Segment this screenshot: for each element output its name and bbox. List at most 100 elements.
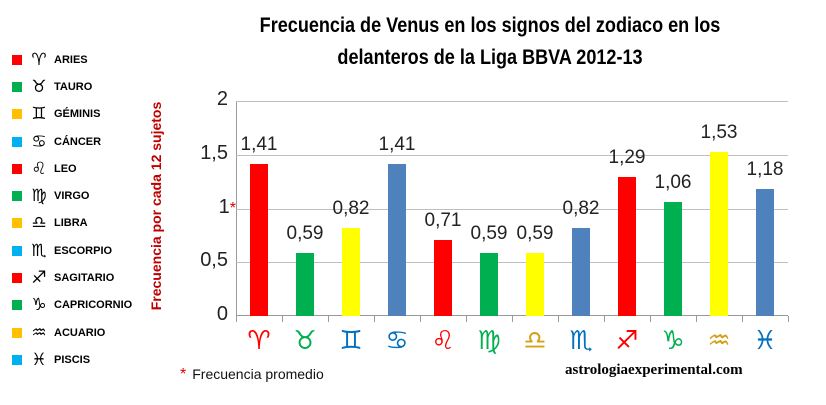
value-label: 0,82: [332, 197, 370, 219]
x-tick: [650, 316, 651, 322]
gridline: [236, 101, 788, 102]
x-tick: [558, 316, 559, 322]
zodiac-sagitario-icon: ♐: [31, 268, 47, 289]
zodiac-acuario-icon: ♒: [31, 322, 47, 343]
chart-title: Frecuencia de Venus en los signos del zo…: [232, 10, 748, 74]
sign-escorpio-icon: ♏: [569, 326, 593, 356]
plot-area: 1,41 0,59 0,82 1,41 0,71 0,59 0,59 0,82 1,29 1,06…: [236, 101, 789, 322]
legend-item: ♏ ESCORPIO: [12, 237, 132, 264]
legend-swatch: [12, 300, 22, 311]
zodiac-tauro-icon: ♉: [31, 76, 47, 97]
gridline: [236, 208, 788, 210]
legend-item: ♑ CAPRICORNIO: [12, 292, 132, 319]
legend-swatch: [12, 273, 22, 284]
legend-swatch: [12, 245, 22, 256]
legend-swatch: [12, 109, 22, 120]
y-tick-label: 0,5: [200, 249, 228, 272]
sign-aries-icon: ♈: [247, 326, 271, 356]
legend-label: LIBRA: [54, 217, 88, 230]
bar-piscis: [756, 189, 774, 316]
sign-tauro-icon: ♉: [293, 326, 317, 356]
x-tick: [696, 316, 697, 322]
legend-label: ACUARIO: [54, 326, 106, 339]
footnote-text: Frecuencia promedio: [192, 366, 324, 382]
legend-swatch: [12, 81, 22, 92]
zodiac-virgo-icon: ♍: [31, 186, 47, 207]
x-tick: [374, 316, 375, 322]
bar-aries: [250, 164, 268, 316]
legend-item: ♎ LIBRA: [12, 210, 132, 237]
value-label: 1,06: [654, 172, 692, 194]
footnote: * Frecuencia promedio: [180, 366, 324, 384]
legend-item: ♉ TAURO: [12, 73, 132, 100]
value-label: 0,59: [470, 222, 508, 244]
legend-label: CAPRICORNIO: [54, 299, 133, 312]
legend-swatch: [12, 218, 22, 229]
legend-swatch: [12, 136, 22, 147]
legend-item: ♊ GÉMINIS: [12, 101, 132, 128]
zodiac-leo-icon: ♌: [31, 158, 47, 179]
y-tick-label: 2: [216, 88, 228, 110]
zodiac-piscis-icon: ♓: [31, 349, 47, 370]
footnote-star: *: [180, 366, 187, 383]
y-axis-label: Frecuencia por cada 12 sujetos: [148, 101, 164, 311]
value-label: 1,18: [746, 159, 784, 181]
legend-label: VIRGO: [54, 190, 90, 203]
legend: ♈ ARIES ♉ TAURO ♊ GÉMINIS ♋ CÁNCER ♌ LEO ♍ VIRGO ♎ LI…: [12, 46, 132, 374]
zodiac-capricornio-icon: ♑: [31, 295, 47, 316]
x-tick: [604, 316, 605, 322]
sign-leo-icon: ♌: [431, 326, 455, 356]
legend-label: TAURO: [54, 80, 93, 93]
x-tick: [788, 316, 789, 322]
bar-capricornio: [664, 202, 682, 316]
x-tick: [742, 316, 743, 322]
legend-swatch: [12, 163, 22, 174]
legend-item: ♓ PISCIS: [12, 346, 132, 373]
legend-label: ARIES: [54, 53, 88, 66]
bar-virgo: [480, 252, 498, 316]
legend-item: ♐ SAGITARIO: [12, 264, 132, 291]
legend-label: ESCORPIO: [54, 244, 113, 257]
value-label: 0,59: [516, 222, 554, 244]
gridline: [236, 262, 788, 264]
sign-capricornio-icon: ♑: [661, 326, 685, 356]
y-tick-label: 1*: [218, 195, 236, 218]
bar-cáncer: [388, 164, 406, 316]
chart-title-line-1: Frecuencia de Venus en los signos del zo…: [259, 14, 721, 37]
sign-piscis-icon: ♓: [753, 326, 777, 356]
sign-sagitario-icon: ♐: [615, 326, 639, 356]
value-label: 0,71: [424, 209, 462, 231]
legend-label: LEO: [54, 162, 77, 175]
zodiac-libra-icon: ♎: [31, 213, 47, 234]
legend-item: ♒ ACUARIO: [12, 319, 132, 346]
bar-sagitario: [618, 177, 636, 316]
value-label: 1,41: [240, 134, 278, 156]
value-label: 0,59: [286, 222, 324, 244]
y-tick-label: 1,5: [200, 141, 228, 164]
x-tick: [236, 316, 237, 322]
x-tick: [282, 316, 283, 322]
gridline: [236, 154, 788, 156]
bar-géminis: [342, 227, 360, 316]
legend-label: PISCIS: [54, 353, 91, 366]
sign-virgo-icon: ♍: [477, 326, 501, 356]
zodiac-aries-icon: ♈: [31, 49, 47, 70]
legend-label: CÁNCER: [54, 135, 102, 148]
legend-item: ♋ CÁNCER: [12, 128, 132, 155]
x-tick: [466, 316, 467, 322]
legend-swatch: [12, 54, 22, 65]
legend-item: ♈ ARIES: [12, 46, 132, 73]
value-label: 1,41: [378, 134, 416, 156]
sign-géminis-icon: ♊: [339, 326, 363, 356]
x-tick: [512, 316, 513, 322]
legend-swatch: [12, 327, 22, 338]
bar-acuario: [710, 151, 728, 316]
bar-tauro: [296, 252, 314, 316]
sign-libra-icon: ♎: [523, 326, 547, 356]
site-watermark: astrologiaexperimental.com: [565, 362, 743, 378]
zodiac-géminis-icon: ♊: [31, 104, 47, 125]
legend-label: SAGITARIO: [54, 272, 115, 285]
legend-swatch: [12, 354, 22, 365]
legend-item: ♍ VIRGO: [12, 182, 132, 209]
sign-acuario-icon: ♒: [707, 326, 731, 356]
